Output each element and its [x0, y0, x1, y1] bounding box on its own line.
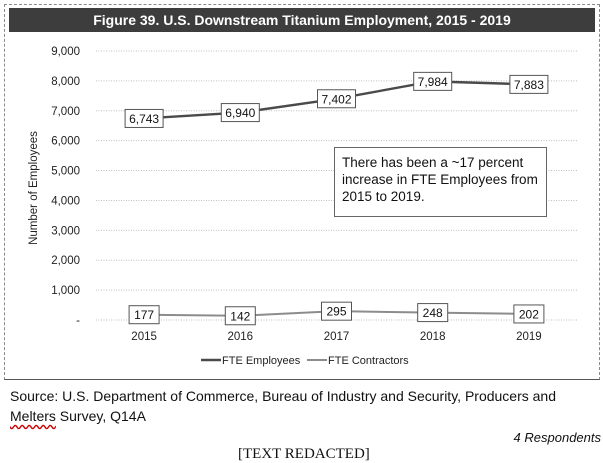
source-text-underlined: Melters [10, 408, 56, 424]
data-labels: 6,743 6,940 7,402 7,984 7,883 177 142 295 248 202 [124, 71, 549, 326]
respondents-count: 4 Respondents [513, 430, 601, 445]
y-axis-ticks: - 1,000 2,000 3,000 4,000 5,000 6,000 7,000 8,00… [51, 46, 80, 327]
data-label: 6,743 [129, 112, 159, 126]
data-label-box [124, 108, 164, 128]
data-label: 202 [519, 307, 539, 321]
data-label: 142 [230, 309, 250, 323]
data-label: 7,402 [321, 92, 351, 106]
y-tick-label: 5,000 [51, 166, 80, 178]
x-tick-label: 2016 [228, 331, 254, 343]
data-label-box [220, 103, 260, 123]
data-label: 177 [134, 308, 154, 322]
legend: FTE Employees FTE Contractors [201, 355, 409, 367]
x-tick-label: 2019 [516, 331, 542, 343]
y-tick-label: 8,000 [51, 76, 80, 88]
y-tick-label: 7,000 [51, 106, 80, 118]
y-tick-label: 3,000 [51, 225, 80, 237]
data-label: 295 [326, 305, 346, 319]
x-tick-label: 2017 [324, 331, 350, 343]
legend-label: FTE Employees [222, 355, 301, 367]
data-label-box [317, 89, 356, 109]
redacted-text: [TEXT REDACTED] [238, 446, 370, 462]
data-label-box [509, 74, 549, 94]
data-label-box [224, 306, 256, 326]
y-tick-label: 6,000 [51, 136, 80, 148]
data-label-box [128, 305, 160, 325]
data-label: 7,984 [418, 75, 448, 89]
data-label-box [413, 71, 453, 91]
chart-title: Figure 39. U.S. Downstream Titanium Empl… [9, 8, 595, 32]
y-tick-label: 4,000 [51, 195, 80, 207]
data-label: 248 [423, 306, 443, 320]
data-label: 6,940 [225, 106, 255, 120]
source-text-end: Survey, Q14A [55, 408, 146, 424]
y-tick-label: 2,000 [51, 255, 80, 267]
data-label: 7,883 [514, 78, 544, 92]
x-tick-label: 2015 [131, 331, 157, 343]
source-text: Source: U.S. Department of Commerce, Bur… [10, 388, 556, 404]
data-label-box [513, 304, 545, 324]
data-label-box [321, 301, 352, 321]
annotation-box: There has been a ~17 percent increase in… [334, 147, 547, 217]
y-tick-label: - [76, 315, 80, 327]
y-tick-label: 1,000 [51, 285, 80, 297]
y-tick-label: 9,000 [51, 46, 80, 58]
data-label-box [417, 303, 449, 323]
legend-label: FTE Contractors [328, 355, 409, 367]
x-axis-ticks: 2015 2016 2017 2018 2019 [131, 331, 541, 343]
source-note: Source: U.S. Department of Commerce, Bur… [10, 386, 595, 426]
x-tick-label: 2018 [420, 331, 446, 343]
y-axis-label: Number of Employees [28, 131, 40, 245]
